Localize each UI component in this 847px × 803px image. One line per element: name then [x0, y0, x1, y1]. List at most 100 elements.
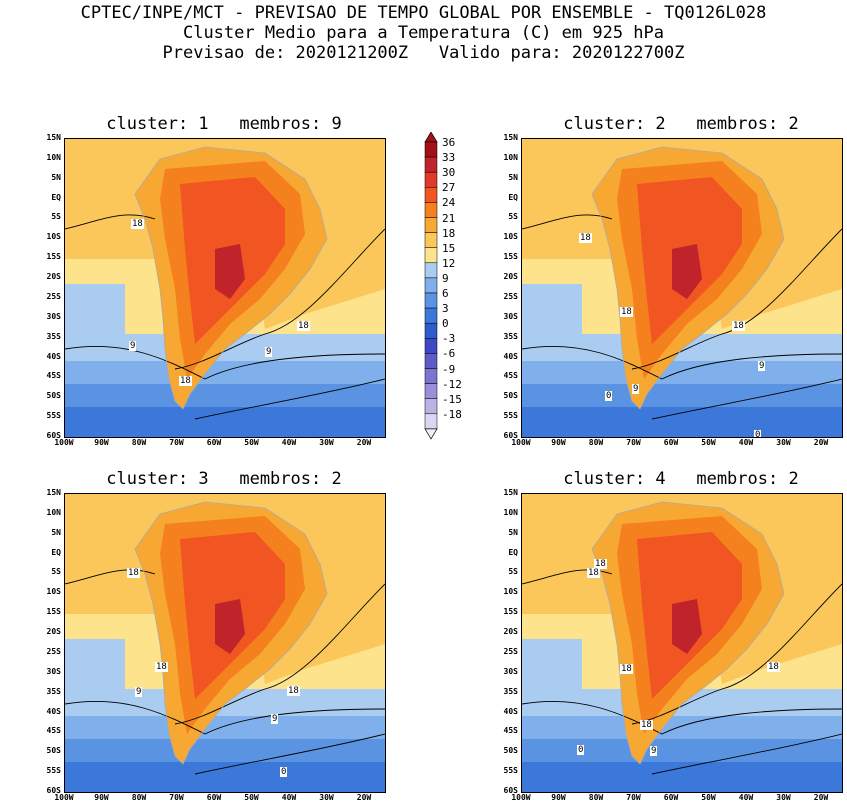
- lon-tick-label: 20W: [356, 438, 372, 447]
- contour-label: 18: [640, 720, 653, 730]
- colorbar-label: 15: [442, 241, 456, 255]
- contour-label: 18: [594, 559, 607, 569]
- panel-title: cluster: 3 membros: 2: [106, 469, 342, 489]
- lat-tick-label: 50S: [46, 391, 61, 401]
- lat-tick-label: 10S: [46, 232, 61, 242]
- colorbar-label: 6: [442, 287, 449, 300]
- header-subtitle: Cluster Medio para a Temperatura (C) em …: [182, 23, 665, 43]
- colorbar-label: 12: [442, 256, 456, 270]
- lat-tick-label: 50S: [503, 391, 518, 401]
- lon-tick-label: 90W: [551, 793, 566, 802]
- lon-tick-label: 90W: [551, 438, 566, 447]
- lat-tick-label: EQ: [508, 547, 518, 557]
- colorbar-scale: [424, 132, 438, 440]
- lat-tick-label: 30S: [503, 311, 518, 321]
- lat-tick-label: 10N: [503, 152, 518, 162]
- lon-tick-label: 80W: [588, 438, 604, 447]
- contour-label: 18: [587, 568, 600, 578]
- lon-tick-label: 60W: [663, 793, 679, 802]
- lat-tick-label: 30S: [503, 666, 518, 676]
- contour-label: 18: [620, 664, 633, 674]
- lat-tick-label: 5N: [508, 527, 518, 537]
- lon-tick-label: 20W: [813, 793, 829, 802]
- lat-tick-label: 20S: [503, 272, 518, 282]
- lon-tick-label: 70W: [626, 793, 641, 802]
- contour-label: 18: [155, 662, 168, 672]
- temperature-map: 18 18 18 18 18 9 0: [521, 493, 843, 793]
- header-dates: Previsao de: 2020121200Z Valido para: 20…: [162, 43, 685, 63]
- lon-tick-label: 60W: [206, 438, 222, 447]
- lon-tick-label: 100W: [511, 438, 531, 447]
- contour-label: 9: [135, 687, 143, 697]
- lon-tick-label: 80W: [131, 793, 147, 802]
- lat-tick-label: 10N: [46, 507, 61, 517]
- colorbar-label: 30: [442, 166, 456, 180]
- lat-tick-label: 5N: [51, 527, 61, 537]
- contour-label: 0: [605, 391, 613, 401]
- lat-tick-label: 15N: [503, 488, 518, 497]
- colorbar-label: -15: [442, 392, 462, 406]
- lat-tick-label: 20S: [46, 627, 61, 637]
- contour-label: 9: [265, 347, 273, 357]
- contour-label: 18: [131, 219, 144, 229]
- lon-tick-label: 50W: [701, 793, 716, 802]
- lat-tick-label: 10S: [503, 587, 518, 597]
- contour-label: 0: [280, 767, 288, 777]
- lat-tick-label: 10S: [46, 587, 61, 597]
- contour-label: 9: [632, 384, 640, 394]
- temperature-map: 18 18 9 9 18: [64, 138, 386, 438]
- lat-tick-label: 40S: [46, 351, 61, 361]
- lon-tick-label: 90W: [94, 793, 109, 802]
- lat-tick-label: 55S: [46, 411, 61, 421]
- colorbar-label: 18: [442, 226, 456, 240]
- lat-tick-label: 5S: [508, 212, 518, 222]
- temperature-map: 18 18 18 9 9 0 0: [521, 138, 843, 438]
- lat-tick-label: 15S: [503, 252, 518, 262]
- lat-tick-label: 15N: [46, 488, 61, 497]
- lon-tick-label: 30W: [776, 438, 791, 447]
- colorbar-label: -3: [442, 332, 456, 346]
- contour-label: 18: [179, 376, 192, 386]
- lat-tick-label: 5S: [51, 567, 61, 577]
- lon-tick-label: 40W: [738, 793, 754, 802]
- lat-tick-label: 50S: [46, 746, 61, 756]
- lat-tick-label: 45S: [503, 371, 518, 381]
- lon-tick-label: 40W: [738, 438, 754, 447]
- lat-tick-label: 50S: [503, 746, 518, 756]
- lat-tick-label: 15S: [503, 607, 518, 617]
- lat-tick-label: 60S: [503, 786, 518, 795]
- lat-tick-label: 20S: [46, 272, 61, 282]
- contour-label: 0: [577, 745, 585, 755]
- lat-tick-label: EQ: [51, 547, 61, 557]
- panel-title: cluster: 2 membros: 2: [563, 114, 799, 134]
- lat-tick-label: 45S: [46, 726, 61, 736]
- colorbar-label: -18: [442, 407, 462, 421]
- lon-tick-label: 40W: [281, 793, 297, 802]
- lat-tick-label: 15N: [46, 133, 61, 142]
- lat-tick-label: 60S: [46, 431, 61, 440]
- lat-tick-label: 35S: [46, 686, 61, 696]
- lat-tick-label: 25S: [503, 291, 518, 301]
- lat-tick-label: 55S: [503, 766, 518, 776]
- contour-label: 9: [758, 361, 766, 371]
- lon-tick-label: 100W: [511, 793, 531, 802]
- lon-tick-label: 70W: [169, 438, 184, 447]
- contour-label: 18: [579, 233, 592, 243]
- colorbar-label: 9: [442, 271, 449, 285]
- lat-tick-label: 40S: [46, 706, 61, 716]
- lon-tick-label: 70W: [626, 438, 641, 447]
- contour-label: 18: [620, 307, 633, 317]
- panel-title: cluster: 1 membros: 9: [106, 114, 342, 134]
- lat-tick-label: 45S: [503, 726, 518, 736]
- colorbar-label: -12: [442, 377, 462, 391]
- lon-tick-label: 30W: [776, 793, 791, 802]
- lon-tick-label: 100W: [54, 438, 74, 447]
- lat-tick-label: 5S: [508, 567, 518, 577]
- lon-tick-label: 50W: [701, 438, 716, 447]
- temperature-map: 18 18 18 9 9 0: [64, 493, 386, 793]
- lat-tick-label: 35S: [503, 686, 518, 696]
- lat-tick-label: 45S: [46, 371, 61, 381]
- colorbar-label: 36: [442, 136, 456, 149]
- lat-tick-label: 25S: [46, 646, 61, 656]
- colorbar-label: -6: [442, 347, 456, 361]
